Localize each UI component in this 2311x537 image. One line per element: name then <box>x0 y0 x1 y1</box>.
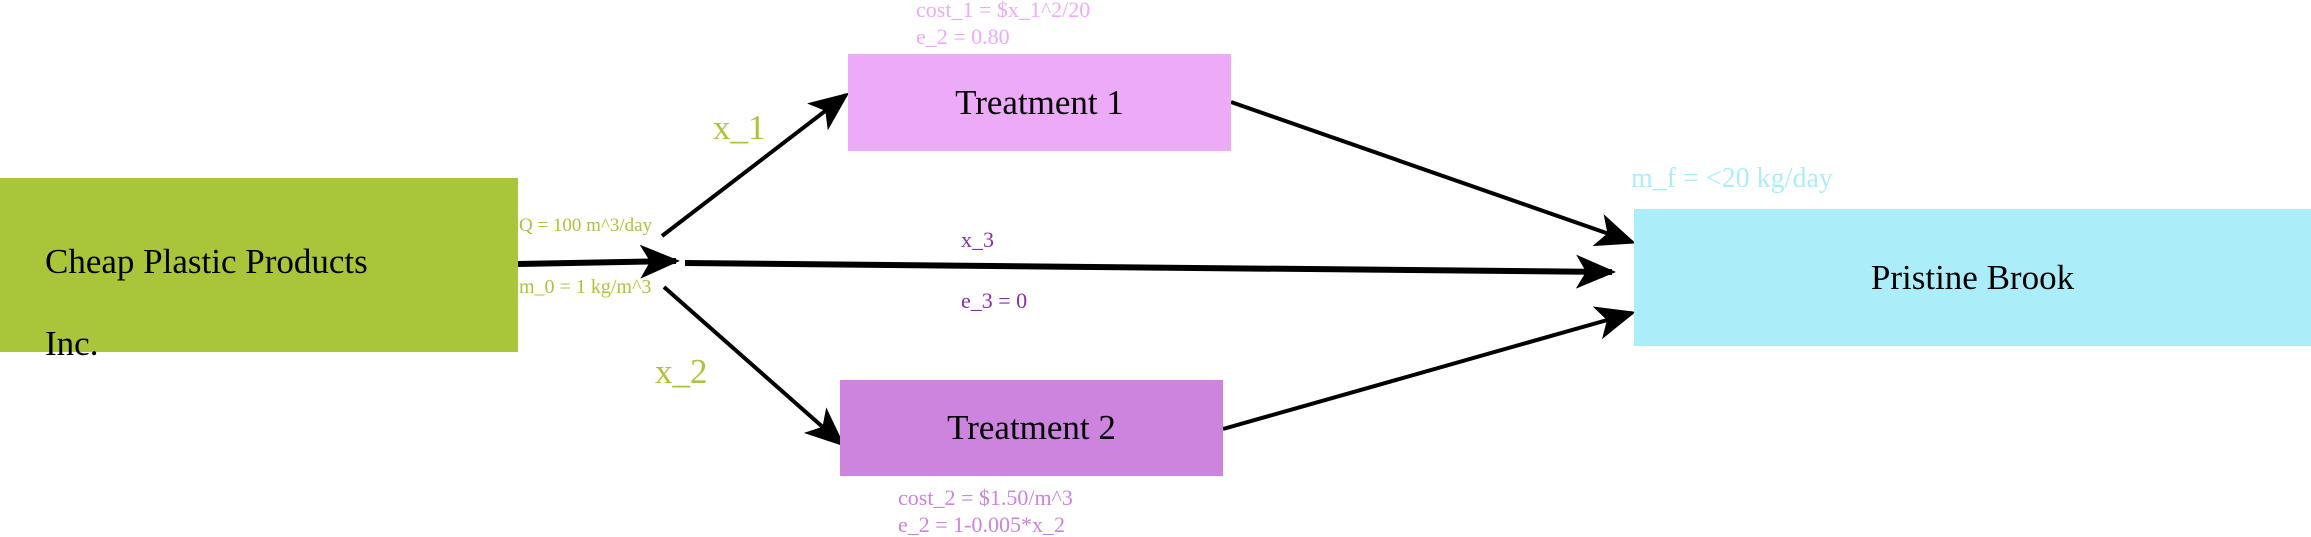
flow-rate-label: Q = 100 m^3/day <box>519 215 653 236</box>
treatment2-node: Treatment 2 <box>840 380 1223 476</box>
final-mass-label: m_f = <20 kg/day <box>1631 163 1833 194</box>
e3-label: e_3 = 0 <box>961 288 1028 313</box>
arrow-split-to-treatment1 <box>660 92 850 238</box>
initial-mass-label: m_0 = 1 kg/m^3 <box>519 276 652 298</box>
x3-label: x_3 <box>961 227 994 252</box>
treatment1-label: Treatment 1 <box>955 82 1124 122</box>
brook-label: Pristine Brook <box>1870 257 2075 297</box>
arrow-treatment1-to-brook <box>1230 100 1636 247</box>
efficiency2-label: e_2 = 1-0.005*x_2 <box>898 512 1065 537</box>
x2-label: x_2 <box>655 352 708 391</box>
brook-node: Pristine Brook <box>1634 209 2311 346</box>
treatment2-label: Treatment 2 <box>947 408 1116 447</box>
source-node: Cheap Plastic Products Inc. <box>0 178 518 363</box>
efficiency1-label: e_2 = 0.80 <box>916 24 1010 49</box>
cost2-label: cost_2 = $1.50/m^3 <box>898 485 1073 510</box>
treatment1-node: Treatment 1 <box>848 54 1231 151</box>
arrow-bypass-to-brook <box>684 254 1616 289</box>
x1-label: x_1 <box>713 108 766 147</box>
arrow-split-to-treatment2 <box>662 285 845 447</box>
cost1-label: cost_1 = $x_1^2/20 <box>916 0 1091 22</box>
arrow-treatment2-to-brook <box>1222 306 1636 431</box>
arrow-source-to-split <box>517 244 680 279</box>
source-label-line2: Inc. <box>45 324 99 363</box>
source-label-line1: Cheap Plastic Products <box>45 242 368 281</box>
